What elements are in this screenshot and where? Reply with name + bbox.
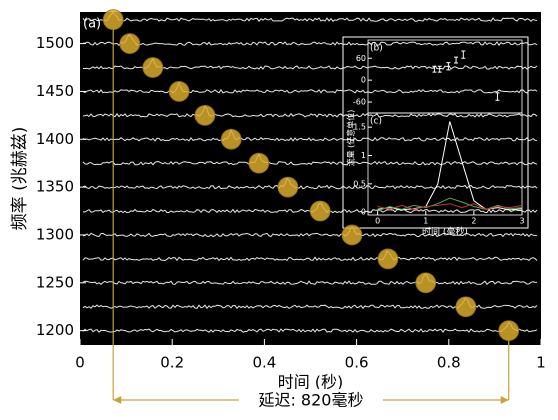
y-tick-label: 1350 bbox=[36, 178, 74, 196]
error-bar bbox=[454, 56, 459, 64]
y-tick-label: 1400 bbox=[36, 130, 74, 148]
dot bbox=[194, 104, 216, 126]
trace bbox=[82, 104, 538, 118]
x-axis-label: 时间 (毫秒) bbox=[422, 226, 468, 238]
dot bbox=[377, 248, 399, 270]
y-tick-label: 1 bbox=[361, 151, 366, 160]
y-axis-label: 频率 (兆赫兹) bbox=[10, 127, 30, 231]
dot bbox=[248, 152, 270, 174]
error-bar bbox=[446, 62, 451, 71]
x-tick-label: 2 bbox=[471, 217, 476, 226]
x-tick-label: 3 bbox=[519, 217, 524, 226]
trace bbox=[82, 33, 538, 47]
dot bbox=[168, 81, 190, 102]
panel-box bbox=[367, 112, 523, 216]
y-tick-label: 1.5 bbox=[353, 123, 366, 132]
y-tick-label: 0 bbox=[361, 208, 366, 217]
panel-label: (a) bbox=[83, 17, 101, 32]
error-bar bbox=[432, 65, 437, 73]
annotation-bg bbox=[238, 389, 383, 411]
trace bbox=[82, 249, 538, 262]
y-tick-label: 1200 bbox=[36, 321, 74, 339]
x-tick-label: 0.2 bbox=[160, 354, 184, 372]
x-tick-label: 0.8 bbox=[437, 354, 461, 372]
dot bbox=[142, 57, 164, 78]
dot bbox=[220, 128, 242, 150]
x-tick-label: 0 bbox=[75, 354, 85, 372]
inset-frame bbox=[342, 36, 529, 229]
x-tick-label: 0 bbox=[375, 217, 380, 226]
trace bbox=[82, 128, 538, 142]
error-bar bbox=[461, 50, 466, 59]
trace bbox=[82, 177, 538, 190]
dot bbox=[455, 296, 477, 318]
x-axis-label: 时间 (秒) bbox=[278, 373, 344, 392]
trace bbox=[82, 227, 538, 238]
y-tick-label: 1250 bbox=[36, 273, 74, 291]
trace bbox=[82, 321, 538, 333]
dot bbox=[309, 200, 331, 222]
y-tick-label: 0 bbox=[361, 76, 366, 85]
panel-label: (c) bbox=[370, 117, 382, 127]
x-tick-label: 0.6 bbox=[345, 354, 369, 372]
x-tick-label: 0.4 bbox=[252, 354, 276, 372]
trace bbox=[82, 11, 538, 23]
error-bar bbox=[495, 92, 500, 101]
trace bbox=[82, 81, 538, 94]
dot bbox=[341, 224, 363, 246]
panel-label: (b) bbox=[370, 44, 383, 54]
dot bbox=[277, 176, 299, 198]
dot bbox=[498, 320, 520, 342]
annotation: 延迟: 820毫秒 bbox=[258, 391, 363, 410]
x-tick-label: 1 bbox=[536, 354, 546, 372]
y-tick-label: -60 bbox=[353, 98, 366, 107]
series-line bbox=[377, 197, 523, 212]
y-tick-label: 0.5 bbox=[353, 179, 366, 188]
y-tick-label: 1450 bbox=[36, 82, 74, 100]
error-bar bbox=[437, 65, 442, 73]
dot bbox=[102, 9, 124, 31]
x-tick-label: 1 bbox=[423, 217, 428, 226]
trace bbox=[82, 273, 538, 286]
dot bbox=[415, 272, 437, 294]
y-axis-label: 流量 (任意单位) bbox=[346, 110, 356, 167]
y-tick-label: 1500 bbox=[36, 34, 74, 52]
y-tick-label: 1300 bbox=[36, 225, 74, 243]
y-tick-label: 60 bbox=[356, 54, 366, 63]
series-line bbox=[377, 203, 523, 210]
dot bbox=[119, 33, 141, 54]
series-line bbox=[377, 121, 523, 211]
trace bbox=[82, 152, 538, 166]
